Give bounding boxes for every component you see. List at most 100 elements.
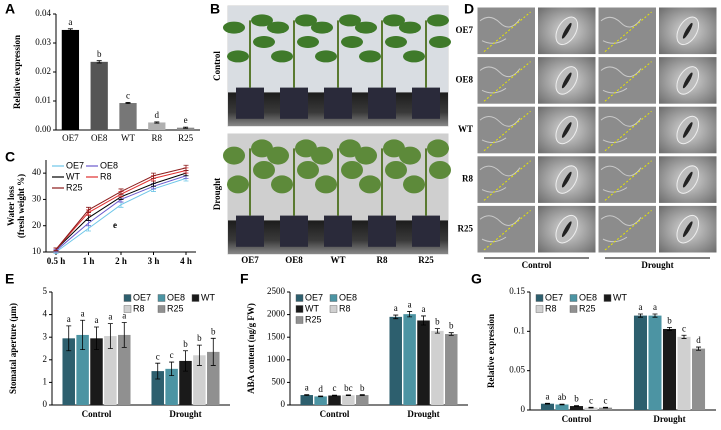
panel-label: D [464,1,474,17]
y-tick-label: 0 [43,399,48,409]
leaf [359,175,381,194]
column-label: Drought [641,260,673,270]
leaf [315,175,337,194]
legend-label: OE7 [66,160,84,170]
bar [165,368,178,405]
bar [314,396,327,405]
leaf [339,139,361,158]
x-tick-label: OE8 [91,133,108,143]
y-tick-label: 0 [281,399,286,409]
x-tick-label: Drought [169,409,201,419]
significance-letter: b [211,326,216,336]
stoma-pore [561,221,572,238]
y-tick-label: 0.01 [35,95,51,105]
error-bar [107,323,113,349]
leaf [359,50,381,63]
x-tick-label: Control [82,409,112,419]
significance-letter: a [653,302,657,312]
bar [90,61,108,130]
legend-label: OE7 [545,292,563,302]
y-tick-label: 0.02 [35,66,51,76]
bar [300,395,313,405]
pot [236,215,264,247]
legend-label: R25 [579,303,596,313]
leaf [341,36,363,48]
legend-swatch [603,294,612,302]
leaf [315,50,337,63]
error-bar [169,361,175,377]
leaf [267,146,289,165]
significance-letter: b [360,383,365,393]
legend-label: WT [305,303,319,313]
bar [691,348,706,410]
row-label: WT [458,124,473,134]
significance-letter: b [667,315,672,325]
significance-letter: d [696,335,701,345]
pot [368,215,396,247]
column-label: Control [522,260,552,270]
leaf [295,139,317,158]
panel-label: F [240,271,249,287]
sem-overview [597,204,657,254]
panel-label: B [210,1,220,17]
legend-swatch [535,305,544,313]
y-axis-title: ABA content (ng/g FW) [246,303,256,394]
y-tick-label: 5 [43,286,48,296]
stoma-pore [561,72,572,89]
y-axis-title: Relative expression [12,35,22,109]
leaf [295,14,317,27]
leaf [227,175,249,194]
leaf [311,146,333,165]
legend-swatch [123,294,132,302]
y-tick-label: 2500 [267,286,286,296]
bar [648,315,662,410]
x-tick-label: R25 [178,133,194,143]
bar [389,316,402,405]
row-label: OE8 [455,74,473,84]
leaf [399,146,421,165]
legend-label: OE8 [339,292,357,302]
error-bar [304,394,310,396]
stoma-pore [561,122,572,138]
leaf [427,139,449,158]
panel-label: E [5,271,14,287]
y-tick-label: 0.1 [514,325,525,335]
error-bar [96,60,102,64]
x-tick-label: Drought [653,414,685,424]
y-tick-label: 0.05 [509,365,525,375]
bar [445,334,458,405]
legend-swatch [191,294,200,302]
bar [569,406,584,410]
bar [61,29,80,131]
y-tick-label: 1000 [267,354,286,364]
stoma-pore [682,22,693,39]
sem-overview [476,204,536,254]
bar [148,122,166,130]
x-tick-label: Control [320,409,350,419]
legend-label: WT [613,292,627,302]
leaf [355,21,377,34]
significance-letter: c [604,395,608,405]
legend-swatch [157,294,166,302]
leaf [383,139,405,158]
y-tick-label: 3 [43,331,48,341]
error-bar [652,313,658,318]
x-tick-label: R8 [152,133,163,143]
leaf [385,36,407,48]
bar [207,351,220,405]
leaf [399,21,421,34]
y-axis-title: (fresh weight %) [16,174,26,238]
row-label: Drought [212,178,222,210]
x-tick-label: 3 h [148,256,160,266]
bar [417,320,430,405]
legend-label: R8 [100,171,112,181]
y-tick-label: 2 [43,354,48,364]
legend-swatch [569,294,578,302]
bar [342,395,355,405]
bar [151,371,164,405]
significance-letter: c [682,323,686,333]
error-bar [80,319,86,351]
significance-letter: c [333,383,337,393]
y-axis-title: Relative expression [486,314,496,388]
